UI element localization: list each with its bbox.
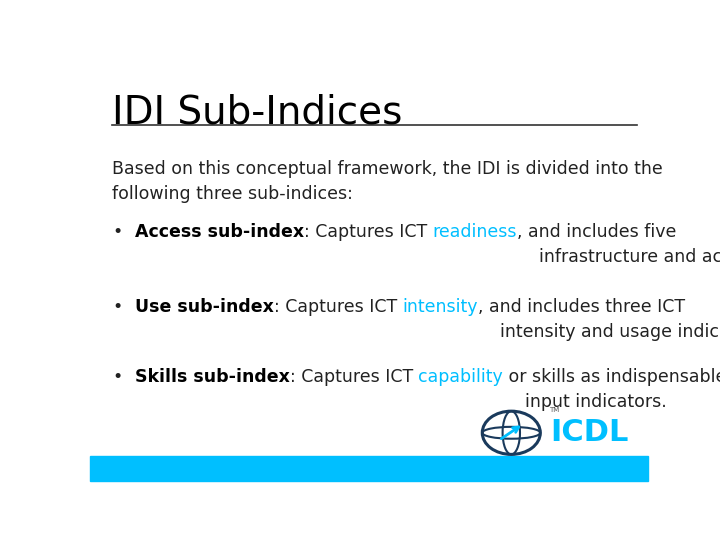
Text: capability: capability [418,368,503,386]
Text: ICDL: ICDL [550,418,629,447]
Text: Skills sub-index: Skills sub-index [135,368,289,386]
Text: •: • [112,223,122,241]
Text: : Captures ICT: : Captures ICT [304,223,433,241]
Text: : Captures ICT: : Captures ICT [289,368,418,386]
Text: Based on this conceptual framework, the IDI is divided into the
following three : Based on this conceptual framework, the … [112,160,663,204]
Text: Access sub-index: Access sub-index [135,223,304,241]
Text: •: • [112,368,122,386]
Text: TM: TM [549,407,559,413]
Text: , and includes five
    infrastructure and access indicators.: , and includes five infrastructure and a… [517,223,720,266]
Text: intensity: intensity [402,298,478,316]
Text: readiness: readiness [433,223,517,241]
Text: , and includes three ICT
    intensity and usage indicators.: , and includes three ICT intensity and u… [478,298,720,341]
Text: : Captures ICT: : Captures ICT [274,298,402,316]
Text: •: • [112,298,122,316]
Text: Use sub-index: Use sub-index [135,298,274,316]
Bar [90,456,648,481]
Text: IDI Sub-Indices: IDI Sub-Indices [112,94,402,132]
Text: or skills as indispensable
    input indicators.: or skills as indispensable input indicat… [503,368,720,411]
